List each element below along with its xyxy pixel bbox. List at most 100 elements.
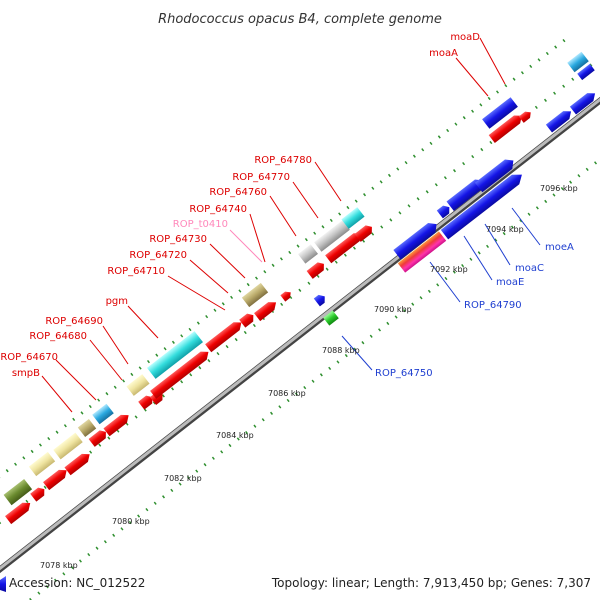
label-ROP_t0410[interactable]: ROP_t0410: [173, 219, 228, 230]
gene-moaE-box[interactable]: [397, 231, 447, 273]
gene-khaki-box[interactable]: [241, 282, 269, 308]
label-ROP_64690[interactable]: ROP_64690: [45, 316, 103, 327]
gene-moaA-arrow[interactable]: [488, 112, 525, 143]
tick-dot-line-outer: [0, 34, 571, 479]
leader-lines: [41, 37, 541, 413]
label-moaA[interactable]: moaA: [429, 48, 458, 59]
gene-red-arrow[interactable]: [325, 230, 364, 264]
label-ROP_64790[interactable]: ROP_64790: [464, 300, 522, 311]
gene-red-arrow[interactable]: [239, 311, 256, 328]
label-ROP_64750[interactable]: ROP_64750: [375, 368, 433, 379]
genome-info-text: Topology: linear; Length: 7,913,450 bp; …: [271, 576, 591, 590]
gene-blue-small[interactable]: [313, 292, 328, 307]
leader-line: [55, 359, 97, 401]
tick-dot-line-inner: [0, 60, 596, 525]
leader-line: [429, 261, 461, 303]
genome-backbone: [0, 96, 600, 574]
gene-moaC-arrow[interactable]: [446, 176, 488, 211]
gene-red-arrow[interactable]: [43, 466, 70, 491]
gene-blue-small[interactable]: [436, 203, 453, 219]
footer: Accession: NC_012522 Topology: linear; L…: [0, 576, 591, 592]
gene-red-arrow[interactable]: [5, 499, 33, 525]
leader-line: [511, 207, 541, 246]
accession-text: Accession: NC_012522: [9, 576, 145, 590]
gene-blue-box[interactable]: [577, 63, 595, 81]
label-moaC[interactable]: moaC: [515, 263, 544, 274]
leader-line: [463, 235, 493, 281]
label-ROP_64730[interactable]: ROP_64730: [149, 234, 207, 245]
label-ROP_64680[interactable]: ROP_64680: [29, 331, 87, 342]
tick-label: 7084 kbp: [216, 431, 254, 440]
gene-red-arrow[interactable]: [30, 485, 47, 502]
leader-line: [41, 375, 73, 413]
gene-red-arrow[interactable]: [138, 393, 155, 410]
label-ROP_64770[interactable]: ROP_64770: [232, 172, 290, 183]
leader-line: [209, 243, 246, 279]
forward-genes[interactable]: [3, 51, 599, 525]
leader-line: [102, 325, 129, 365]
tick-label: 7092 kbp: [430, 265, 468, 274]
leader-line: [484, 223, 511, 266]
tick-label: 7080 kbp: [112, 517, 150, 526]
label-moaD[interactable]: moaD: [450, 32, 480, 43]
label-ROP_64720[interactable]: ROP_64720: [129, 250, 187, 261]
gene-ROP_64750-box[interactable]: [323, 310, 339, 326]
leader-line: [167, 275, 226, 311]
gene-grey-box[interactable]: [298, 244, 318, 264]
reverse-genes[interactable]: [313, 156, 526, 326]
label-ROP_64740[interactable]: ROP_64740: [189, 204, 247, 215]
label-ROP_64670[interactable]: ROP_64670: [0, 352, 58, 363]
gene-cream-box[interactable]: [53, 432, 83, 460]
gene-labels: moaD moaA ROP_64780 ROP_64770 ROP_64760 …: [0, 32, 574, 379]
gene-blue-arrow[interactable]: [569, 89, 598, 115]
gene-red-arrow[interactable]: [103, 411, 131, 437]
label-ROP_64710[interactable]: ROP_64710: [107, 266, 165, 277]
tick-label: 7078 kbp: [40, 561, 78, 570]
gene-red-arrow[interactable]: [354, 223, 375, 242]
leader-line: [479, 37, 506, 85]
gene-red-arrow[interactable]: [254, 298, 279, 322]
leader-line: [341, 335, 373, 371]
backbone-line: [0, 97, 600, 571]
label-ROP_64760[interactable]: ROP_64760: [209, 187, 267, 198]
gene-blue-arrow[interactable]: [545, 107, 574, 133]
gene-moaD-box[interactable]: [482, 97, 518, 129]
tick-label: 7094 kbp: [486, 225, 524, 234]
label-moeA[interactable]: moeA: [545, 242, 574, 253]
gene-red-arrow[interactable]: [88, 428, 109, 447]
gene-ROP_64790-arrow[interactable]: [393, 219, 440, 260]
gene-red-arrow[interactable]: [205, 319, 244, 353]
scroll-left-arrow-icon[interactable]: [0, 576, 6, 592]
tick-label: 7096 kbp: [540, 184, 578, 193]
tick-dots-inner: [0, 60, 596, 525]
gene-sky-box[interactable]: [567, 51, 589, 73]
gene-pgm-box[interactable]: [147, 331, 203, 379]
gene-cream-box[interactable]: [126, 374, 150, 396]
gene-olive-box[interactable]: [3, 479, 33, 506]
gene-blue-arrow[interactable]: [474, 156, 517, 193]
gene-red-arrow[interactable]: [150, 348, 211, 399]
tick-label: 7090 kbp: [374, 305, 412, 314]
label-smpB[interactable]: smpB: [12, 368, 40, 379]
tick-label: 7088 kbp: [322, 346, 360, 355]
gene-cyan-box[interactable]: [341, 207, 365, 229]
leader-line: [229, 229, 263, 263]
gene-red-arrow[interactable]: [306, 260, 327, 279]
label-ROP_64780[interactable]: ROP_64780: [254, 155, 312, 166]
label-pgm[interactable]: pgm: [106, 296, 128, 307]
gene-smpB-box[interactable]: [92, 403, 114, 425]
tick-label: 7082 kbp: [164, 474, 202, 483]
gene-red-arrow[interactable]: [64, 450, 92, 476]
leader-line: [89, 339, 123, 381]
leader-line: [292, 181, 319, 219]
label-moaE[interactable]: moaE: [496, 277, 524, 288]
map-title: Rhodococcus opacus B4, complete genome: [158, 12, 442, 27]
gene-red-small[interactable]: [518, 109, 533, 123]
gene-moeA-arrow[interactable]: [440, 170, 526, 240]
leader-line: [189, 259, 229, 294]
gene-cream-box[interactable]: [28, 451, 56, 477]
gene-red-small[interactable]: [280, 289, 293, 302]
gene-grey-box[interactable]: [314, 220, 350, 252]
gene-khaki-box[interactable]: [77, 418, 97, 438]
